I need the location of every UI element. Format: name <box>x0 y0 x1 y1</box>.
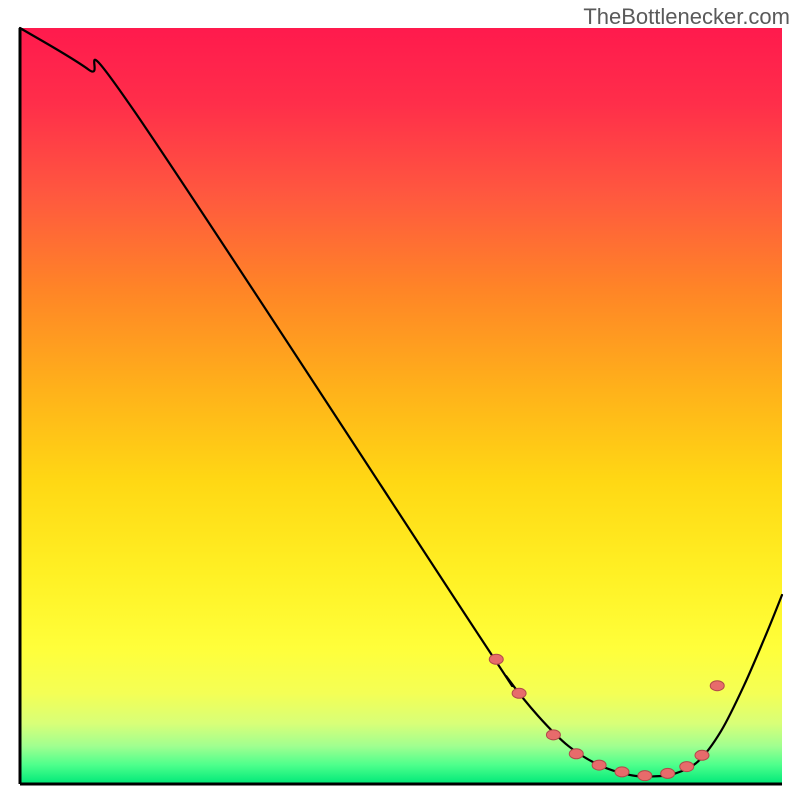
curve-marker <box>680 762 694 772</box>
curve-marker <box>512 688 526 698</box>
curve-marker <box>546 730 560 740</box>
curve-marker <box>489 654 503 664</box>
curve-marker <box>592 760 606 770</box>
watermark-text: TheBottlenecker.com <box>583 4 790 30</box>
curve-marker <box>569 749 583 759</box>
chart-background <box>20 28 782 784</box>
curve-marker <box>638 771 652 781</box>
chart-container: TheBottlenecker.com <box>0 0 800 800</box>
curve-marker <box>710 681 724 691</box>
curve-marker <box>661 768 675 778</box>
curve-marker <box>695 750 709 760</box>
curve-marker <box>615 767 629 777</box>
bottleneck-chart <box>0 0 800 800</box>
